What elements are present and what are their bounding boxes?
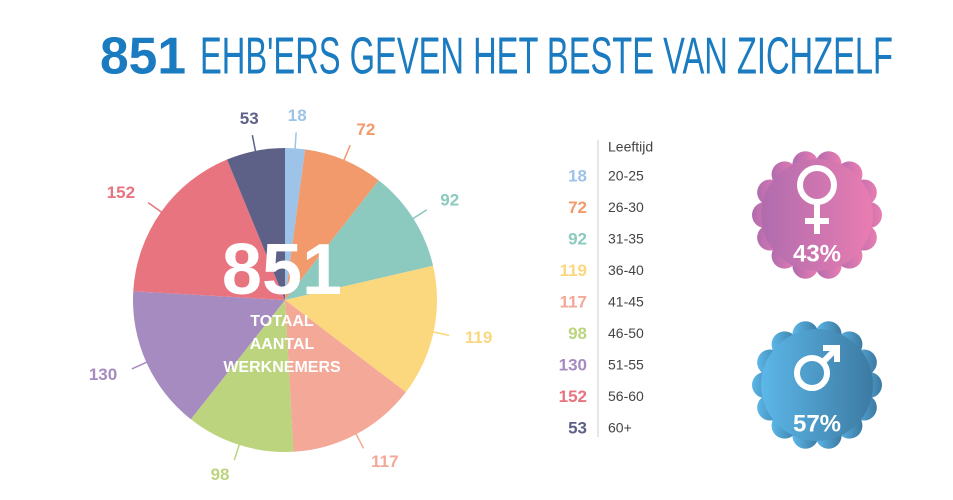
gender-badges: 43% 57% xyxy=(752,151,882,449)
slice-label: 130 xyxy=(89,365,117,384)
gender-symbol xyxy=(797,165,838,234)
legend-value: 98 xyxy=(568,324,587,343)
slice-label: 152 xyxy=(107,183,135,202)
legend-value: 72 xyxy=(568,198,587,217)
leader-line xyxy=(251,135,258,159)
leader-line xyxy=(293,132,297,157)
pie-slice xyxy=(133,159,285,300)
pie-slice xyxy=(132,291,285,420)
legend-label: 46-50 xyxy=(608,325,644,341)
legend-value: 152 xyxy=(559,387,587,406)
legend-value: 53 xyxy=(568,418,587,437)
legend-label: 56-60 xyxy=(608,388,644,404)
leader-line xyxy=(233,437,243,461)
slice-label: 53 xyxy=(240,109,259,128)
center-label: WERKNEMERS xyxy=(223,359,341,376)
legend-value: 130 xyxy=(559,355,587,374)
leader-line xyxy=(340,144,351,168)
pie-slice xyxy=(285,149,379,300)
slice-label: 117 xyxy=(371,452,398,471)
legend-label: 51-55 xyxy=(608,357,644,373)
gender-percent: 57% xyxy=(793,410,841,437)
center-total: 851 xyxy=(222,230,342,310)
pie-slice xyxy=(285,148,306,300)
gender-badge: 43% xyxy=(752,151,882,279)
pie-slice xyxy=(227,148,285,300)
legend-title: Leeftijd xyxy=(608,139,653,155)
pie-slice xyxy=(285,265,437,393)
pie-slice xyxy=(190,300,294,453)
leader-line xyxy=(147,202,169,218)
title-number: 851 xyxy=(100,28,186,86)
legend-label: 20-25 xyxy=(608,168,644,184)
leader-line xyxy=(131,358,154,370)
legend-value: 18 xyxy=(568,166,587,185)
legend-value: 119 xyxy=(560,261,587,280)
legend-value: 92 xyxy=(568,229,587,248)
title: EHB'ERS GEVEN HET BESTE VAN ZICHZELF xyxy=(200,28,893,86)
gender-symbol xyxy=(794,345,840,391)
legend-label: 60+ xyxy=(608,420,632,436)
leader-line xyxy=(406,209,428,224)
legend-value: 117 xyxy=(560,292,587,311)
center-label: TOTAAL xyxy=(250,313,314,330)
slice-label: 18 xyxy=(288,106,307,125)
leader-line xyxy=(425,329,450,337)
legend-label: 31-35 xyxy=(608,231,644,247)
legend-label: 41-45 xyxy=(608,294,644,310)
slice-label: 72 xyxy=(356,120,375,139)
legend-label: 26-30 xyxy=(608,199,644,215)
pie-slice xyxy=(285,300,406,452)
center-label: AANTAL xyxy=(250,336,315,353)
leader-line xyxy=(351,426,365,449)
pie-slice xyxy=(285,180,434,300)
slice-label: 119 xyxy=(465,328,492,347)
gender-percent: 43% xyxy=(793,240,841,267)
slice-label: 98 xyxy=(211,465,230,484)
legend-label: 36-40 xyxy=(608,262,644,278)
gender-badge: 57% xyxy=(752,321,882,449)
slice-label: 92 xyxy=(440,191,459,210)
